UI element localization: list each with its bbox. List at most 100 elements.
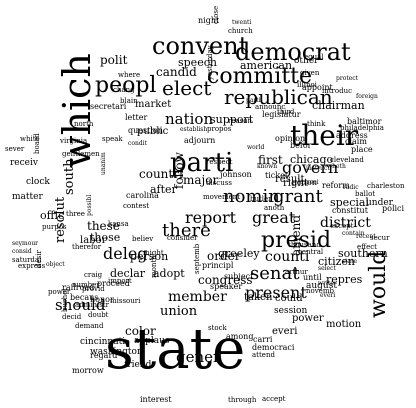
word-would: would <box>366 250 391 318</box>
word-through: through <box>228 396 257 404</box>
word-chang: chang <box>113 86 135 94</box>
word-consider: consider <box>167 234 198 242</box>
word-select: select <box>318 265 336 272</box>
word-proceed: proceed <box>97 279 130 288</box>
word-presid: presid <box>261 228 332 253</box>
word-seymour: seymour <box>12 240 39 247</box>
word-american: american <box>240 59 293 72</box>
word-result: result <box>275 174 305 185</box>
word-polici: polici <box>382 204 405 213</box>
word-north: north <box>74 120 94 128</box>
word-provid: provid <box>82 285 105 293</box>
word-secretari: secretari <box>90 102 127 111</box>
word-saturdai: saturdai <box>12 256 42 264</box>
word-accept: accept <box>262 395 286 403</box>
word-chairman: chairman <box>312 99 365 112</box>
word-peopl: peopl <box>95 73 157 98</box>
word-wheth: wheth <box>327 163 346 170</box>
word-ballot: ballot <box>355 190 376 198</box>
word-except: except <box>330 222 354 230</box>
word-speak: speak <box>102 135 123 143</box>
word-subject: subject <box>224 272 254 281</box>
word-friend: friend <box>124 360 152 370</box>
word-think: think <box>307 120 326 128</box>
word-number: number <box>72 281 100 289</box>
word-speech: speech <box>178 56 217 69</box>
word-could: could <box>275 293 303 304</box>
word-polit: polit <box>100 53 128 67</box>
word-introduc: introduc <box>322 87 353 95</box>
word-associ: associ <box>300 179 319 186</box>
word-question: question <box>128 126 163 135</box>
word-market: market <box>135 99 172 110</box>
word-where: where <box>118 71 141 79</box>
word-secur: secur <box>370 234 390 242</box>
word-recent: recent <box>356 233 376 240</box>
word-countri: countri <box>139 167 183 181</box>
word-foreign: foreign <box>356 93 378 100</box>
word-arthur: arthur <box>285 268 308 276</box>
word-appoint: appoint <box>302 83 333 92</box>
word-report: report <box>185 208 237 227</box>
word-attend: attend <box>252 351 275 359</box>
word-constitut: constitut <box>332 206 368 215</box>
word-those: those <box>90 231 121 244</box>
word-parti: parti <box>246 97 261 104</box>
word-decid: decid <box>62 313 82 321</box>
word-present: present <box>245 283 307 302</box>
word-three: three <box>66 210 85 218</box>
word-session: session <box>274 306 308 316</box>
word-contain: contain <box>342 230 365 237</box>
word-movement: movement <box>203 193 241 201</box>
word-everi: everi <box>272 326 298 337</box>
word-night: night <box>198 16 220 25</box>
word-south: south <box>62 158 77 195</box>
word-nation: nation <box>165 110 214 128</box>
word-third: third <box>277 108 295 116</box>
word-craig: craig <box>84 271 103 279</box>
word-equal: equal <box>304 53 324 61</box>
word-reform: reform <box>322 181 350 190</box>
word-gentlemen: gentlemen <box>62 150 100 158</box>
word-discuss: discuss <box>206 179 232 187</box>
word-respect: respect <box>206 158 233 166</box>
word-doubt: doubt <box>88 311 109 319</box>
word-legislatur: legislatur <box>262 110 301 119</box>
word-nomin: nomin <box>223 186 280 207</box>
word-support: support <box>210 113 254 126</box>
word-anoth: anoth <box>264 204 285 212</box>
word-matter: matter <box>12 192 43 202</box>
word-under: under <box>366 198 393 208</box>
word-state: state <box>342 258 358 265</box>
word-speaker: speaker <box>210 282 243 291</box>
word-clock: clock <box>26 177 50 187</box>
word-parti: parti <box>170 148 234 178</box>
word-place: place <box>351 145 373 154</box>
word-govern: govern <box>282 158 339 177</box>
word-principl: principl <box>202 261 234 270</box>
word-befor: befor <box>290 141 312 150</box>
word-august: august <box>306 281 337 291</box>
word-might: might <box>143 249 164 257</box>
word-claim: claim <box>345 137 367 146</box>
word-express: express <box>18 262 46 270</box>
word-becaus: becaus <box>70 293 99 302</box>
word-object: object <box>46 261 65 268</box>
word-right: right <box>283 178 308 189</box>
word-honor: honor <box>90 295 114 304</box>
word-deleg: deleg <box>103 244 148 263</box>
word-repres: repres <box>326 273 363 286</box>
word-known: known <box>257 163 278 170</box>
word-action: action <box>292 178 317 187</box>
word-stock: stock <box>208 324 227 332</box>
word-close: close <box>212 5 220 24</box>
word-citizen: citizen <box>318 255 356 268</box>
word-radic: radic <box>343 184 359 191</box>
word-committe: committe <box>207 64 313 89</box>
word-applaus: applaus <box>134 336 170 346</box>
word-month: month <box>150 255 158 278</box>
word-order: order <box>207 249 241 263</box>
word-southern: southern <box>338 247 388 260</box>
word-state: state <box>105 317 246 382</box>
word-senat: senat <box>250 263 300 284</box>
